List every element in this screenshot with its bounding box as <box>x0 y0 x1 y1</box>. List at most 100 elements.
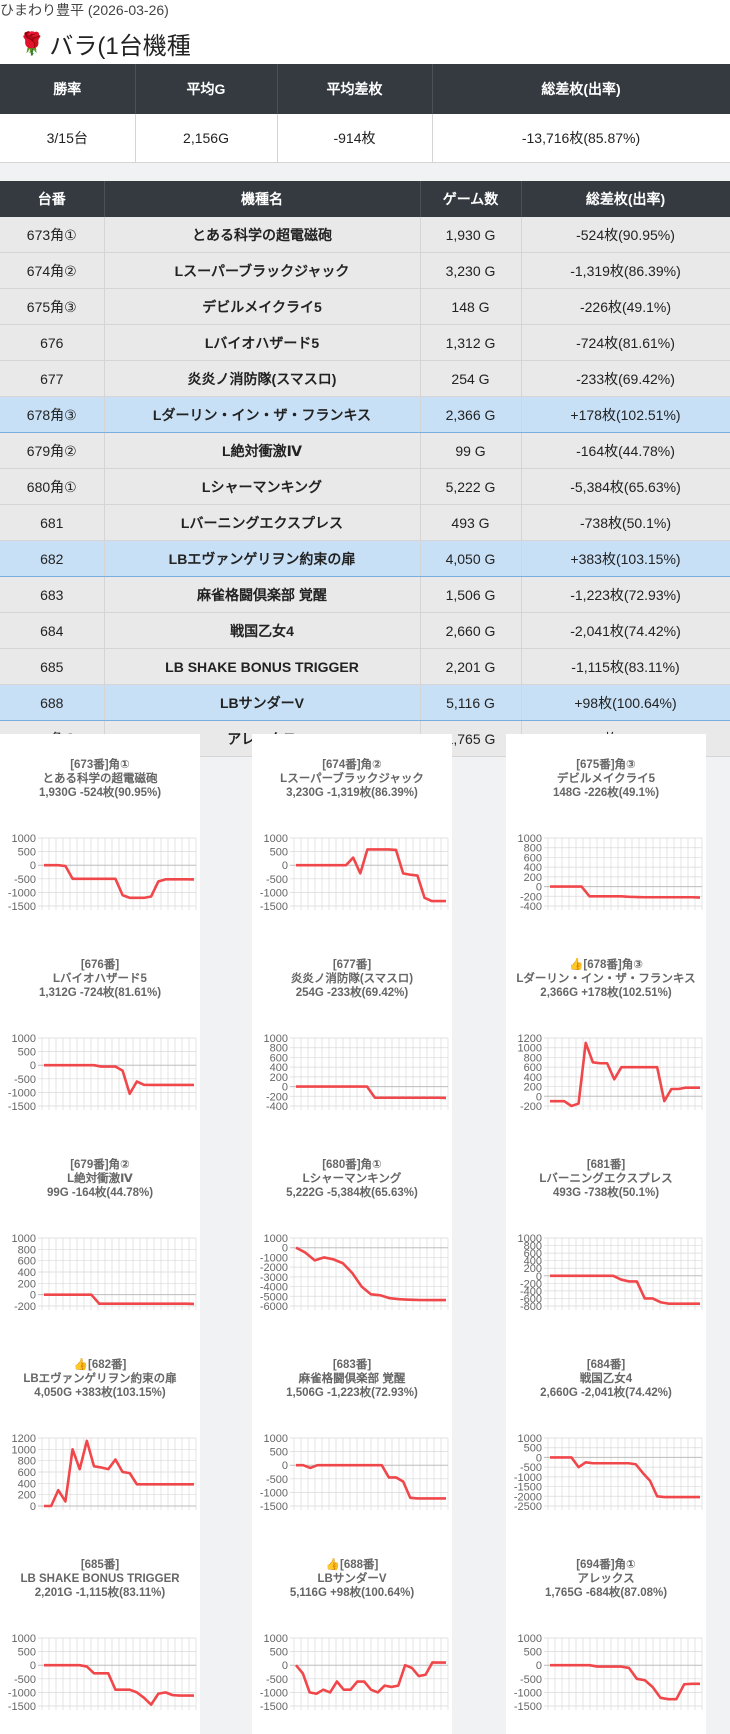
table-row[interactable]: 678角③ Lダーリン・イン・ザ・フランキス 2,366 G +178枚(102.51… <box>0 396 730 433</box>
total-diff: -226枚(49.1%) <box>521 288 730 325</box>
machine-number: 676 <box>0 324 105 361</box>
y-tick-label: -200 <box>520 1278 542 1290</box>
table-row[interactable]: 684 戦国乙女4 2,660 G -2,041枚(74.42%) <box>0 612 730 649</box>
chart-card: [685番] LB SHAKE BONUS TRIGGER 2,201G -1,11… <box>0 1534 200 1734</box>
chart-title: [680番]角① Lシャーマンキング 5,222G -5,384枚(65.63%) <box>252 1158 452 1200</box>
table-row[interactable]: 677 炎炎ノ消防隊(スマスロ) 254 G -233枚(69.42%) <box>0 360 730 397</box>
chart-title-line: 99G -164枚(44.78%) <box>46 1187 154 1199</box>
y-tick-label: -1500 <box>8 901 36 913</box>
y-tick-label: -1000 <box>514 1472 542 1484</box>
total-diff: -724枚(81.61%) <box>521 324 730 361</box>
y-tick-label: -500 <box>266 874 288 886</box>
table-row[interactable]: 679角② L絶対衝激Ⅳ 99 G -164枚(44.78%) <box>0 432 730 469</box>
chart-title-line: LBエヴァンゲリヲン約束の扉 <box>23 1373 177 1385</box>
series-line <box>296 1463 446 1500</box>
game-count: 5,222 G <box>420 468 522 505</box>
game-count: 3,230 G <box>420 252 522 289</box>
y-tick-label: 200 <box>18 1278 36 1290</box>
chart-title-line: [682番] <box>87 1359 127 1371</box>
chart-title-line: [678番]角③ <box>583 959 643 971</box>
series-line <box>550 885 701 899</box>
chart-card: [694番]角① アレックス 1,765G -684枚(87.08%) 1000 500… <box>506 1534 706 1734</box>
y-tick-label: 200 <box>524 1263 542 1275</box>
table-row[interactable]: 674角② Lスーパーブラックジャック 3,230 G -1,319枚(86.39%) <box>0 252 730 289</box>
y-tick-label: -200 <box>14 1301 36 1313</box>
chart-title-line: [676番] <box>80 959 120 971</box>
thumbs-up-icon: 👍 <box>569 959 584 971</box>
chart-title-line: L絶対衝激Ⅳ <box>67 1173 133 1185</box>
table-row[interactable]: 683 麻雀格闘倶楽部 覚醒 1,506 G -1,223枚(72.93%) <box>0 576 730 613</box>
table-row[interactable]: 682 LBエヴァンゲリヲン約束の扉 4,050 G +383枚(103.15%) <box>0 540 730 577</box>
y-tick-label: 800 <box>524 843 542 855</box>
summary-avg-games: 2,156G <box>135 114 278 163</box>
y-tick-label: 500 <box>18 1047 36 1059</box>
machine-number: 688 <box>0 684 105 721</box>
y-tick-label: 0 <box>30 1060 36 1072</box>
chart-plot: 1000 5000 -500-1000 -1500 <box>8 1633 197 1713</box>
machine-name: L絶対衝激Ⅳ <box>104 432 421 469</box>
y-tick-label: 0 <box>536 1091 542 1103</box>
chart-plot: 1000 5000 -500-1000 -1500 <box>514 1633 703 1713</box>
table-row[interactable]: 681 Lバーニングエクスプレス 493 G -738枚(50.1%) <box>0 504 730 541</box>
table-row[interactable]: 676 Lバイオハザード5 1,312 G -724枚(81.61%) <box>0 324 730 361</box>
machine-name: 炎炎ノ消防隊(スマスロ) <box>104 360 421 397</box>
machine-number: 684 <box>0 612 105 649</box>
y-tick-label: -500 <box>14 874 36 886</box>
chart-title-line: LB SHAKE BONUS TRIGGER <box>20 1573 180 1585</box>
y-tick-label: 1000 <box>518 1633 542 1645</box>
chart-title: [694番]角① アレックス 1,765G -684枚(87.08%) <box>506 1558 706 1600</box>
y-tick-label: 1200 <box>12 1433 36 1445</box>
chart-title: [674番]角② Lスーパーブラックジャック 3,230G -1,319枚(86.3… <box>252 758 452 800</box>
machine-number: 677 <box>0 360 105 397</box>
series-line <box>44 1663 194 1706</box>
chart-title: 👍[678番]角③ Lダーリン・イン・ザ・フランキス 2,366G +178枚(10… <box>506 958 706 1000</box>
chart-card: 👍[688番] LBサンダーV 5,116G +98枚(100.64%) 1000 50… <box>252 1534 452 1734</box>
chart-title-line: デビルメイクライ5 <box>556 773 656 785</box>
chart-title-line: [677番] <box>332 959 372 971</box>
table-row[interactable]: 685 LB SHAKE BONUS TRIGGER 2,201 G -1,115枚(… <box>0 648 730 685</box>
y-tick-label: -1500 <box>514 1701 542 1713</box>
table-row[interactable]: 688 LBサンダーV 5,116 G +98枚(100.64%) <box>0 684 730 721</box>
series-line <box>44 1293 195 1306</box>
chart-card: [684番] 戦国乙女4 2,660G -2,041枚(74.42%) 1000 500… <box>506 1334 706 1534</box>
machine-number: 675角③ <box>0 288 105 325</box>
chart-title-line: 5,222G -5,384枚(65.63%) <box>286 1187 418 1199</box>
chart-card: [675番]角③ デビルメイクライ5 148G -226枚(49.1%) 1000 80… <box>506 734 706 934</box>
y-tick-label: 1000 <box>518 833 542 845</box>
machine-name: デビルメイクライ5 <box>104 288 421 325</box>
series-line <box>550 1456 700 1499</box>
y-tick-label: 200 <box>524 872 542 884</box>
page-header: ひまわり豊平 (2026-03-26) 🌹 バラ(1台機種 <box>0 0 730 64</box>
machine-number: 674角② <box>0 252 105 289</box>
y-tick-label: 0 <box>282 1660 288 1672</box>
y-tick-label: 1000 <box>518 1043 542 1055</box>
chart-title-line: 1,506G -1,223枚(72.93%) <box>286 1387 418 1399</box>
summary-table: 勝率 平均G 平均差枚 総差枚(出率) 3/15台 2,156G -914枚 -… <box>0 64 730 163</box>
chart-title-line: [688番] <box>339 1559 379 1571</box>
table-row[interactable]: 675角③ デビルメイクライ5 148 G -226枚(49.1%) <box>0 288 730 325</box>
y-tick-label: 1200 <box>518 1033 542 1045</box>
chart-title: [685番] LB SHAKE BONUS TRIGGER 2,201G -1,11… <box>0 1558 200 1600</box>
total-diff: -1,319枚(86.39%) <box>521 252 730 289</box>
machine-name: 麻雀格闘倶楽部 覚醒 <box>104 576 421 613</box>
y-tick-label: -1000 <box>514 1687 542 1699</box>
charts-grid: [673番]角① とある科学の超電磁砲 1,930G -524枚(90.95%) 10… <box>0 734 730 1734</box>
series-line <box>550 1041 700 1108</box>
table-row[interactable]: 680角① Lシャーマンキング 5,222 G -5,384枚(65.63%) <box>0 468 730 505</box>
table-row[interactable]: 673角① とある科学の超電磁砲 1,930 G -524枚(90.95%) <box>0 217 730 253</box>
chart-title-line: 4,050G +383枚(103.15%) <box>34 1387 166 1399</box>
thumbs-up-icon: 👍 <box>73 1359 88 1371</box>
y-tick-label: -500 <box>266 1674 288 1686</box>
chart-title-line: [675番]角③ <box>576 759 636 771</box>
chart-title: [679番]角② L絶対衝激Ⅳ 99G -164枚(44.78%) <box>0 1158 200 1200</box>
y-tick-label: 800 <box>524 1241 542 1253</box>
y-tick-label: 1000 <box>12 1633 36 1645</box>
chart-card: [673番]角① とある科学の超電磁砲 1,930G -524枚(90.95%) 10… <box>0 734 200 934</box>
machine-number: 685 <box>0 648 105 685</box>
y-tick-label: 800 <box>524 1052 542 1064</box>
chart-title-line: LBサンダーV <box>317 1573 387 1585</box>
series-line <box>44 863 195 900</box>
